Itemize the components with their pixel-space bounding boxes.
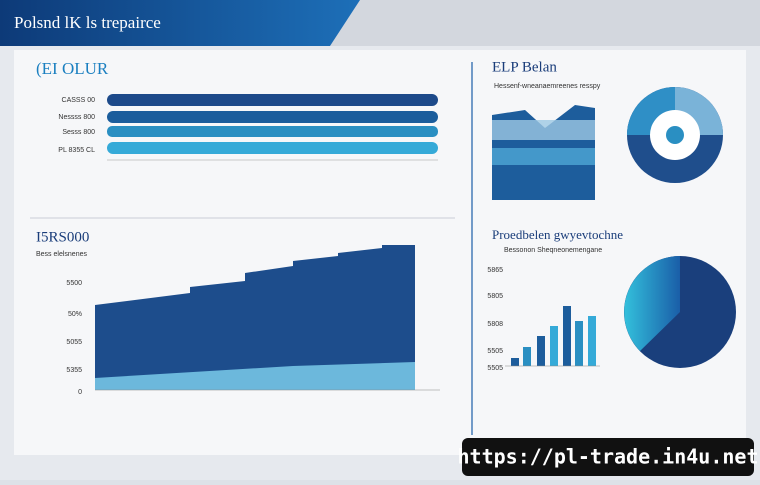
header-title: Polsnd lK ls trepairce [14, 13, 161, 32]
area-chart [95, 245, 440, 391]
shape [492, 120, 595, 140]
axis-label: 5865 [487, 267, 503, 274]
shape [550, 326, 558, 366]
axis-label: 50% [68, 311, 82, 318]
section-subtitle: Bessonon Sheqneonemengane [504, 247, 602, 254]
column-chart [505, 306, 600, 367]
area [95, 245, 415, 390]
shape [666, 126, 684, 144]
axis-label: 0 [78, 389, 82, 396]
hbar [107, 142, 438, 154]
shape [511, 358, 519, 366]
shape [563, 306, 571, 366]
axis-label: 5805 [487, 293, 503, 300]
shape [537, 336, 545, 366]
axis-label: 5808 [487, 321, 503, 328]
section-title: Proedbelen gwyevtochne [492, 227, 623, 242]
section-subtitle: Bess elelsnenes [36, 251, 87, 258]
hbar-group [107, 94, 438, 161]
hbar [107, 94, 438, 106]
section-title: ELP Belan [492, 59, 557, 75]
area-band [95, 362, 415, 390]
shape [492, 148, 595, 165]
bar-label: Nessss 800 [58, 114, 95, 121]
bar-label: PL 8355 CL [58, 147, 95, 154]
axis-label: 5055 [66, 339, 82, 346]
donut-chart [627, 87, 723, 183]
bar-label: Sesss 800 [62, 129, 95, 136]
watermark-box [462, 438, 754, 476]
shape [588, 316, 596, 366]
section-title: I5RS000 [36, 229, 89, 245]
shape [624, 256, 680, 351]
section-title: (EI OLUR [36, 59, 109, 78]
shape [575, 321, 583, 366]
pie-chart [624, 256, 736, 368]
shape [523, 347, 531, 366]
hbar [107, 126, 438, 137]
hbar [107, 111, 438, 123]
bar-label: CASSS 00 [62, 97, 96, 104]
axis-label: 5355 [66, 367, 82, 374]
axis-label: 5500 [66, 280, 82, 287]
layer-chart [492, 105, 595, 200]
watermark: https://pl-trade.in4u.net [457, 445, 758, 469]
axis-label: 5505 [487, 365, 503, 372]
axis-label: 5505 [487, 348, 503, 355]
header-accent [0, 0, 360, 46]
section-subtitle: Hessenf-wneanaemreenes resspy [494, 83, 601, 90]
